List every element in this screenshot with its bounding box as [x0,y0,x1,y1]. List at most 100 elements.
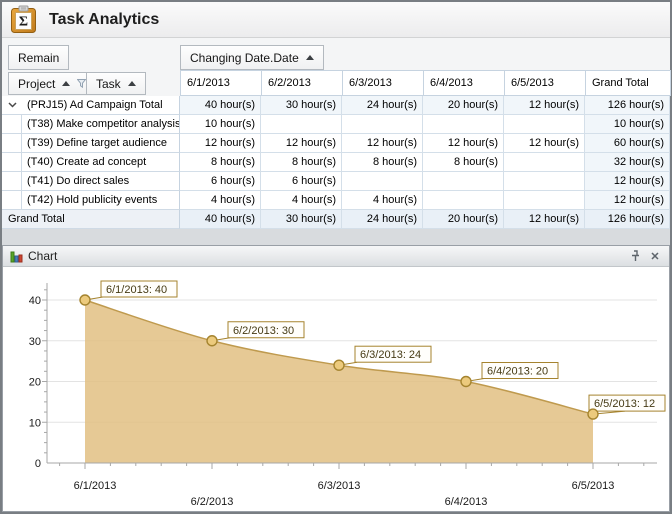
row-label-text: (T42) Hold publicity events [27,194,158,206]
data-point-marker[interactable] [206,335,218,347]
column-field-button[interactable]: Changing Date.Date [180,45,324,70]
cell[interactable] [504,153,585,172]
row-label[interactable]: Grand Total [2,210,180,229]
cell[interactable] [261,115,342,134]
cell[interactable]: 8 hour(s) [261,153,342,172]
row-indent-gutter [2,153,22,171]
cell[interactable]: 12 hour(s) [504,210,585,229]
cell[interactable]: 12 hour(s) [261,134,342,153]
chart-body: 0 10 20 30 40 6/1/2013 6/2/2013 6/3/2013 6/4/201… [3,268,669,511]
row-label[interactable]: (T41) Do direct sales [2,172,180,191]
row-label[interactable]: (T40) Create ad concept [2,153,180,172]
svg-text:Σ: Σ [19,15,28,30]
cell[interactable]: 6 hour(s) [261,172,342,191]
column-header[interactable]: 6/2/2013 [262,70,343,96]
cell[interactable]: 40 hour(s) [180,210,261,229]
column-header[interactable]: Grand Total [586,70,671,96]
collapse-chevron-icon[interactable] [8,102,17,108]
column-header[interactable]: 6/4/2013 [424,70,505,96]
point-label-box [481,362,559,379]
cell[interactable]: 4 hour(s) [261,191,342,210]
cell[interactable]: 20 hour(s) [423,210,504,229]
cell[interactable]: 4 hour(s) [180,191,261,210]
row-label[interactable]: (T38) Make competitor analysis [2,115,180,134]
cell[interactable]: 8 hour(s) [342,153,423,172]
point-label-box [354,345,432,363]
cell[interactable]: 4 hour(s) [342,191,423,210]
table-row: (T42) Hold publicity events 4 hour(s) 4 ho… [2,191,670,210]
cell[interactable]: 60 hour(s) [585,134,670,153]
x-axis-label: 6/2/2013 [191,496,234,508]
cell[interactable] [504,115,585,134]
column-header[interactable]: 6/3/2013 [343,70,424,96]
cell[interactable]: 10 hour(s) [585,115,670,134]
data-point-marker[interactable] [333,359,345,371]
row-field-task-label: Task [96,76,121,91]
cell[interactable] [504,191,585,210]
row-field-task-button[interactable]: Task [86,72,146,95]
cell[interactable]: 30 hour(s) [261,96,342,115]
cell[interactable] [423,115,504,134]
cell[interactable]: 30 hour(s) [261,210,342,229]
cell[interactable] [423,172,504,191]
cell[interactable]: 12 hour(s) [423,134,504,153]
data-point-marker[interactable] [587,408,599,420]
cell[interactable]: 12 hour(s) [504,96,585,115]
close-icon[interactable]: ✕ [650,250,660,263]
cell[interactable]: 8 hour(s) [180,153,261,172]
cell[interactable]: 20 hour(s) [423,96,504,115]
sort-asc-icon [127,81,136,86]
sort-asc-icon [305,55,314,60]
table-row: (PRJ15) Ad Campaign Total 40 hour(s) 30 ho… [2,96,670,115]
row-label[interactable]: (PRJ15) Ad Campaign Total [2,96,180,115]
cell[interactable] [342,115,423,134]
cell[interactable]: 10 hour(s) [180,115,261,134]
y-tick-label: 30 [29,336,41,348]
cell[interactable] [504,172,585,191]
data-point-marker[interactable] [79,294,91,306]
cell[interactable] [423,191,504,210]
pivot-grid: Remain Changing Date.Date Project Task 6… [2,38,671,229]
row-label[interactable]: (T42) Hold publicity events [2,191,180,210]
row-field-project-button[interactable]: Project [8,72,97,95]
cell[interactable]: 40 hour(s) [180,96,261,115]
cell[interactable]: 126 hour(s) [585,96,670,115]
row-label-text: (PRJ15) Ad Campaign Total [27,99,163,111]
x-axis-label: 6/3/2013 [318,480,361,492]
task-analytics-sigma-clipboard-icon: Σ [11,5,36,33]
filter-funnel-icon[interactable] [77,79,87,88]
table-row: (T41) Do direct sales 6 hour(s) 6 hour(s) 1… [2,172,670,191]
data-point-marker[interactable] [460,375,472,388]
cell[interactable]: 32 hour(s) [585,153,670,172]
cell[interactable] [342,172,423,191]
measure-field-button[interactable]: Remain [8,45,70,70]
point-label-box [100,280,178,298]
cell[interactable]: 24 hour(s) [342,210,423,229]
point-label-text: 6/3/2013: 24 [360,349,421,361]
table-row: (T40) Create ad concept 8 hour(s) 8 hour(s… [2,153,670,172]
column-header[interactable]: 6/5/2013 [505,70,586,96]
column-headers: 6/1/2013 6/2/2013 6/3/2013 6/4/2013 6/5/2013… [180,70,671,96]
row-label-text: Grand Total [8,213,65,225]
point-label-text: 6/4/2013: 20 [487,366,548,378]
chart-panel-title: Chart [28,249,58,263]
cell[interactable]: 12 hour(s) [180,134,261,153]
cell[interactable]: 12 hour(s) [585,172,670,191]
pin-icon[interactable] [625,248,645,265]
bar-chart-icon [10,251,23,262]
cell[interactable]: 126 hour(s) [585,210,670,229]
table-row: Grand Total 40 hour(s) 30 hour(s) 24 hour(s… [2,210,670,229]
cell[interactable]: 12 hour(s) [585,191,670,210]
point-label-box [227,321,305,339]
cell[interactable]: 12 hour(s) [504,134,585,153]
cell[interactable]: 6 hour(s) [180,172,261,191]
row-field-project-label: Project [18,76,56,91]
cell[interactable]: 8 hour(s) [423,153,504,172]
column-header[interactable]: 6/1/2013 [181,70,262,96]
cell[interactable]: 24 hour(s) [342,96,423,115]
cell[interactable]: 12 hour(s) [342,134,423,153]
row-label[interactable]: (T39) Define target audience [2,134,180,153]
x-axis-label: 6/4/2013 [445,496,488,508]
measure-field-label: Remain [18,50,60,65]
